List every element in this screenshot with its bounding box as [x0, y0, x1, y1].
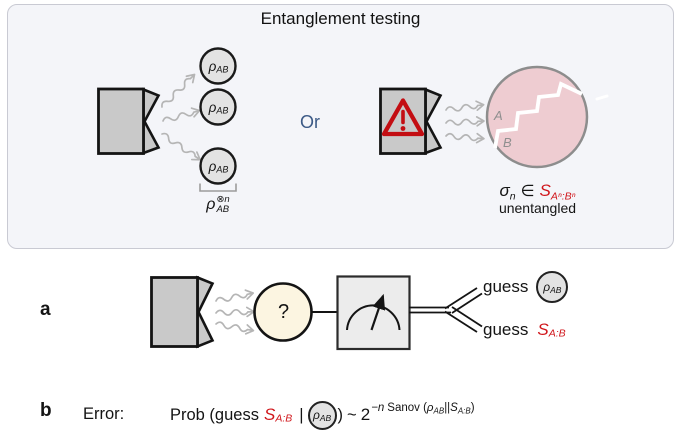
- rho-state-chip: ρ AB: [536, 271, 569, 303]
- prob-prefix: Prob (guess: [170, 405, 259, 424]
- measurement-device-icon: [336, 275, 411, 351]
- emission-wave-icon: [215, 306, 255, 318]
- emission-wave-icon: [215, 289, 255, 302]
- rho-symbol: ρ: [208, 99, 217, 115]
- tensor-power-label: ρ ⊗n AB: [206, 194, 230, 216]
- emission-wave-icon: [162, 107, 201, 122]
- output-fork-icon: [409, 287, 483, 333]
- panel-a-label: a: [40, 299, 51, 320]
- crack-fragment-icon: [595, 94, 609, 101]
- state-circle-label: ρ AB: [208, 99, 229, 116]
- state-circle: [199, 47, 237, 85]
- unentangled-label: unentangled: [498, 200, 577, 216]
- emission-wave-icon: [445, 132, 485, 144]
- sigma-set-label: σ n ∈ S Aⁿ:Bⁿ: [499, 181, 576, 203]
- warning-triangle-icon: [381, 98, 425, 137]
- source-device-icon: [97, 87, 161, 155]
- guess-label: guess: [483, 277, 529, 296]
- error-formula: Prob (guess S A:B | ρ AB) ~2 −n Sanov (ρ AB || S A:B…: [170, 399, 475, 431]
- state-circle-label: ρ AB: [208, 158, 229, 175]
- guess-state-row: guess ρ AB: [483, 271, 569, 303]
- set-symbol: S: [539, 181, 551, 200]
- tensor-bracket-icon: [199, 183, 237, 192]
- state-circle: [199, 88, 237, 126]
- or-label: Or: [300, 112, 320, 132]
- rho-state-chip: ρ AB: [307, 400, 337, 430]
- set-symbol: S: [263, 405, 276, 424]
- error-label: Error:: [83, 405, 125, 423]
- rho-symbol: ρ: [208, 58, 217, 74]
- approx-symbol: ~: [347, 405, 357, 424]
- sigma-symbol: σ: [499, 181, 510, 200]
- state-circle: [199, 147, 237, 185]
- unknown-source-device-icon: [150, 275, 215, 349]
- set-symbol: S: [537, 320, 549, 339]
- emission-wave-icon: [161, 73, 196, 108]
- question-mark: ?: [277, 300, 290, 323]
- separation-crack-icon: [493, 81, 583, 149]
- guess-label: guess: [483, 320, 529, 339]
- rho-symbol: ρ: [208, 158, 217, 174]
- region-a-label: A: [494, 108, 503, 123]
- close-paren: ): [337, 405, 344, 424]
- base-two: 2: [360, 405, 371, 424]
- given-bar: |: [299, 405, 304, 424]
- region-b-label: B: [503, 135, 512, 150]
- panel-b-label: b: [40, 400, 52, 421]
- figure-title: Entanglement testing: [260, 9, 421, 28]
- emission-wave-icon: [445, 100, 485, 112]
- emission-wave-icon: [445, 116, 485, 127]
- unentangled-state-circle: [485, 65, 589, 169]
- element-of-symbol: ∈: [520, 183, 535, 200]
- guess-set-row: guess S A:B: [483, 320, 566, 340]
- emission-wave-icon: [215, 321, 255, 335]
- emission-wave-icon: [161, 132, 201, 161]
- state-circle-label: ρ AB: [208, 58, 229, 75]
- sanov-exponent: −n Sanov (ρ AB || S A:B): [371, 402, 475, 416]
- rho-symbol: ρ: [206, 196, 216, 214]
